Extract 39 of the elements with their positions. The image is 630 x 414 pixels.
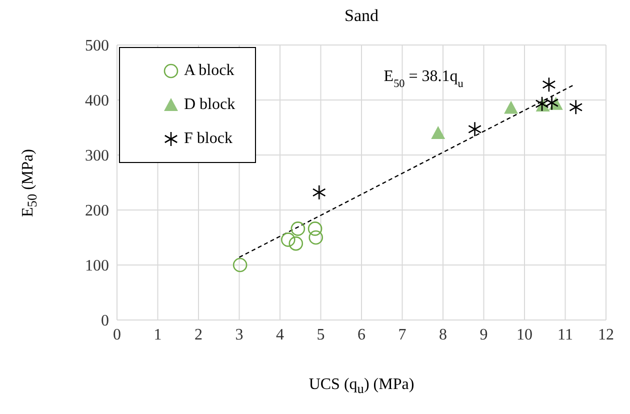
point bbox=[542, 76, 556, 92]
x-tick-label: 4 bbox=[276, 326, 284, 344]
x-tick-label: 10 bbox=[516, 326, 532, 344]
x-tick-label: 9 bbox=[480, 326, 488, 344]
point bbox=[288, 236, 304, 251]
x-tick-label: 8 bbox=[439, 326, 447, 344]
legend-label: A block bbox=[184, 62, 234, 80]
point bbox=[545, 95, 559, 110]
point bbox=[431, 126, 446, 139]
y-tick-label: 100 bbox=[85, 258, 109, 275]
x-tick-label: 12 bbox=[598, 326, 614, 344]
y-tick-label: 200 bbox=[85, 202, 109, 220]
x-tick-label: 1 bbox=[154, 326, 162, 344]
x-tick-label: 0 bbox=[113, 326, 121, 344]
point bbox=[290, 222, 306, 236]
y-tick-label: 500 bbox=[85, 38, 109, 55]
point bbox=[468, 122, 482, 137]
point bbox=[504, 100, 518, 114]
x-tick-label: 7 bbox=[398, 326, 406, 344]
legend-label: F block bbox=[184, 130, 232, 148]
x-tick-label: 3 bbox=[235, 326, 244, 344]
x-tick-label: 5 bbox=[316, 326, 325, 344]
annotation: E$_{50}$ = 38.1q$_{u}$ bbox=[384, 68, 464, 90]
point bbox=[281, 232, 296, 247]
point bbox=[308, 222, 322, 236]
x-tick-label: 2 bbox=[194, 326, 202, 344]
legend-label: D block bbox=[184, 96, 236, 114]
x-tick-label: 11 bbox=[558, 326, 573, 344]
point bbox=[232, 258, 248, 272]
chart-title: Sand bbox=[344, 6, 378, 25]
point bbox=[569, 100, 583, 115]
y-tick-label: 0 bbox=[101, 312, 109, 330]
point bbox=[308, 230, 324, 245]
x-tick-label: 6 bbox=[358, 326, 366, 344]
y-tick-label: 400 bbox=[85, 92, 109, 110]
y-tick-label: 300 bbox=[85, 148, 109, 165]
point bbox=[312, 184, 326, 200]
x-axis-title: UCS (q$_{u}$) (MPa) bbox=[308, 376, 414, 396]
point bbox=[535, 96, 549, 112]
